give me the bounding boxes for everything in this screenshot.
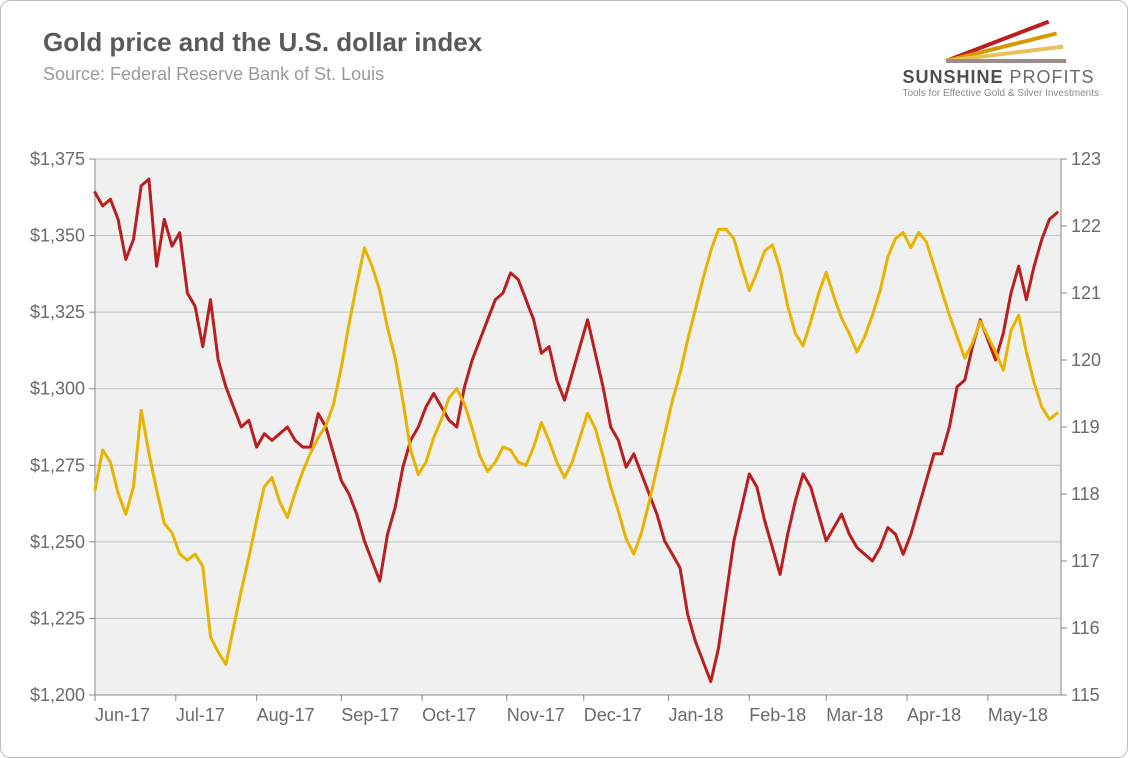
- svg-text:$1,200: $1,200: [30, 685, 85, 705]
- svg-text:Aug-17: Aug-17: [257, 705, 315, 725]
- svg-text:Jan-18: Jan-18: [668, 705, 723, 725]
- logo-text-bold: SUNSHINE: [902, 67, 1003, 87]
- svg-text:Jul-17: Jul-17: [176, 705, 225, 725]
- svg-text:$1,300: $1,300: [30, 379, 85, 399]
- svg-text:May-18: May-18: [988, 705, 1048, 725]
- svg-text:$1,225: $1,225: [30, 608, 85, 628]
- svg-text:$1,275: $1,275: [30, 455, 85, 475]
- svg-text:122: 122: [1071, 216, 1101, 236]
- svg-text:Apr-18: Apr-18: [907, 705, 961, 725]
- svg-text:$1,325: $1,325: [30, 302, 85, 322]
- logo-text: SUNSHINE PROFITS: [902, 67, 1099, 88]
- svg-text:120: 120: [1071, 350, 1101, 370]
- svg-text:Nov-17: Nov-17: [507, 705, 565, 725]
- svg-text:Dec-17: Dec-17: [584, 705, 642, 725]
- svg-text:119: 119: [1071, 417, 1100, 437]
- logo-subtext: Tools for Effective Gold & Silver Invest…: [902, 88, 1099, 99]
- svg-text:Jun-17: Jun-17: [95, 705, 150, 725]
- svg-text:117: 117: [1071, 551, 1100, 571]
- svg-text:116: 116: [1071, 618, 1100, 638]
- svg-text:$1,250: $1,250: [30, 532, 85, 552]
- svg-text:123: 123: [1071, 151, 1101, 169]
- svg-text:Feb-18: Feb-18: [749, 705, 806, 725]
- logo-rays-icon: [946, 29, 1056, 65]
- svg-text:118: 118: [1071, 484, 1100, 504]
- svg-text:Oct-17: Oct-17: [422, 705, 476, 725]
- chart-area: $1,200 $1,225 $1,250 $1,275 $1,300 $1,325 $1,3…: [23, 151, 1109, 733]
- brand-logo: SUNSHINE PROFITS Tools for Effective Gol…: [902, 29, 1099, 99]
- line-chart: $1,200 $1,225 $1,250 $1,275 $1,300 $1,325 $1,3…: [23, 151, 1111, 735]
- chart-card: Gold price and the U.S. dollar index Sou…: [0, 0, 1128, 758]
- svg-text:Sep-17: Sep-17: [341, 705, 399, 725]
- logo-text-light: PROFITS: [1003, 67, 1094, 87]
- svg-text:$1,375: $1,375: [30, 151, 85, 169]
- logo-ray-icon: [946, 59, 1066, 63]
- svg-text:$1,350: $1,350: [30, 226, 85, 246]
- svg-text:115: 115: [1071, 685, 1100, 705]
- svg-text:121: 121: [1071, 283, 1101, 303]
- svg-text:Mar-18: Mar-18: [826, 705, 883, 725]
